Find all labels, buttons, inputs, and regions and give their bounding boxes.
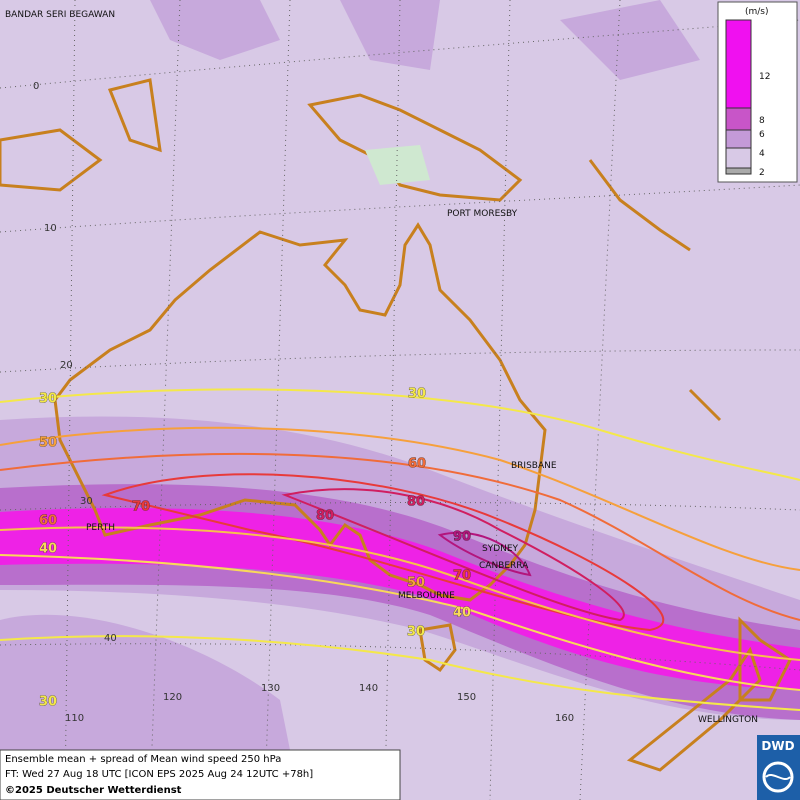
city-label: BANDAR SERI BEGAWAN: [5, 10, 115, 20]
legend-tick: 8: [759, 116, 765, 126]
lat-label: 30: [80, 496, 93, 507]
legend: (m/s) 12 8 6 4 2: [717, 1, 798, 183]
legend-tick: 4: [759, 149, 765, 159]
lat-label: 20: [60, 360, 73, 371]
legend-tick: 2: [759, 168, 765, 178]
contour-label: 60: [408, 457, 426, 472]
contour-label: 50: [39, 436, 57, 451]
contour-label: 80: [407, 495, 425, 510]
contour-label: 80: [316, 509, 334, 524]
footer: Ensemble mean + spread of Mean wind spee…: [0, 749, 401, 800]
city-label: WELLINGTON: [698, 715, 758, 725]
lon-label: 120: [163, 692, 182, 703]
cities: BANDAR SERI BEGAWAN PORT MORESBY BRISBAN…: [5, 10, 758, 725]
lon-label: 150: [457, 692, 476, 703]
legend-unit: (m/s): [745, 7, 769, 17]
coastlines: [0, 78, 792, 772]
contour-label: 70: [132, 500, 150, 515]
lon-label: 110: [65, 713, 84, 724]
contour-label: 70: [453, 569, 471, 584]
city-label: PERTH: [86, 523, 115, 533]
contour-label: 60: [39, 514, 57, 529]
contour-label: 40: [453, 606, 471, 621]
lon-label: 140: [359, 683, 378, 694]
contour-label: 30: [39, 392, 57, 407]
lat-label: 0: [33, 81, 39, 92]
footer-title: Ensemble mean + spread of Mean wind spee…: [5, 754, 281, 765]
logo: DWD: [757, 735, 800, 800]
lat-label: 10: [44, 223, 57, 234]
contour-label: 90: [453, 530, 471, 545]
lon-label: 160: [555, 713, 574, 724]
contour-label: 30: [407, 625, 425, 640]
city-label: SYDNEY: [482, 544, 519, 554]
lon-label: 130: [261, 683, 280, 694]
city-label: CANBERRA: [479, 561, 529, 571]
city-label: BRISBANE: [511, 461, 557, 471]
footer-copyright: ©2025 Deutscher Wetterdienst: [5, 785, 182, 796]
city-label: PORT MORESBY: [447, 209, 518, 219]
contour-labels: 30 50 60 40 30 60 70 80 80 90 70 50 40 3…: [39, 386, 472, 710]
contours: [0, 388, 800, 711]
contour-label: 30: [408, 387, 426, 402]
logo-text: DWD: [761, 739, 794, 753]
contour-label: 30: [39, 695, 57, 710]
contour-label: 40: [39, 542, 57, 557]
jet-core: [0, 507, 800, 690]
legend-tick: 6: [759, 130, 765, 140]
highland: [365, 145, 430, 185]
contour-label: 50: [407, 576, 425, 591]
lat-label: 40: [104, 633, 117, 644]
legend-tick: 12: [759, 72, 770, 82]
footer-forecast: FT: Wed 27 Aug 18 UTC [ICON EPS 2025 Aug…: [5, 769, 313, 780]
city-label: MELBOURNE: [398, 591, 455, 601]
graticule-labels: 0 10 20 30 40 110 120 130 140 150 160: [33, 81, 574, 724]
